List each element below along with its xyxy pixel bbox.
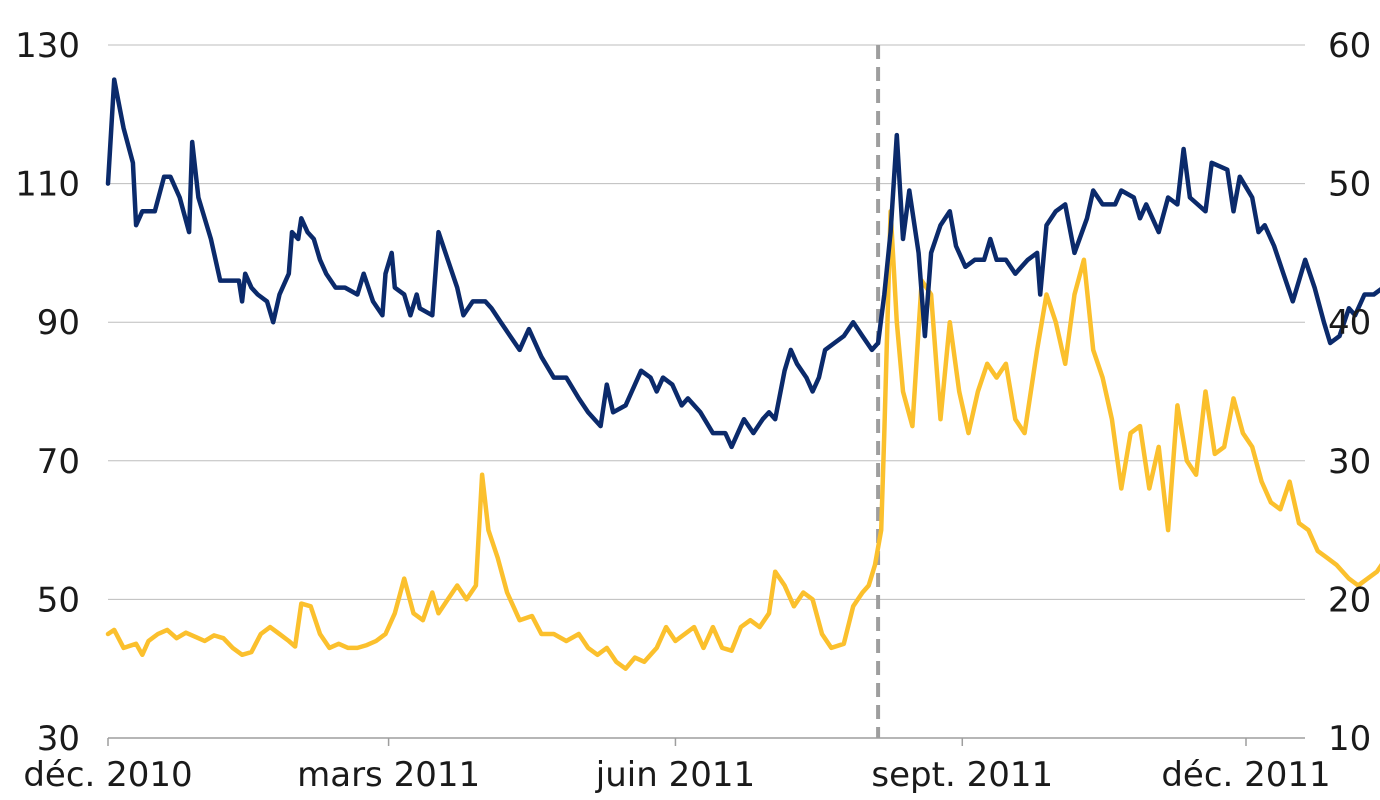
tick-labels: 130 110 90 70 50 30 60 50 40 30 20 10 déc. 2010 mars …: [15, 26, 1371, 795]
x-tick-label: sept. 2011: [871, 755, 1053, 795]
y-right-tick-label: 10: [1328, 719, 1371, 759]
y-right-tick-label: 50: [1328, 165, 1371, 205]
gridlines: [108, 44, 1305, 600]
y-right-tick-label: 20: [1328, 580, 1371, 620]
axes: [107, 737, 1305, 746]
series-lines: [105, 77, 1380, 671]
y-left-tick-label: 90: [37, 303, 80, 343]
x-tick-label: déc. 2011: [1161, 755, 1330, 795]
y-right-tick-label: 40: [1328, 303, 1371, 343]
x-tick-label: mars 2011: [297, 755, 480, 795]
y-left-tick-label: 130: [15, 26, 80, 66]
y-left-tick-label: 110: [15, 165, 80, 205]
series-line-left-axis: [105, 77, 1380, 450]
y-left-tick-label: 70: [37, 442, 80, 482]
y-left-tick-label: 30: [37, 719, 80, 759]
y-right-tick-label: 60: [1328, 26, 1371, 66]
x-tick-label: déc. 2010: [23, 755, 192, 795]
y-left-tick-label: 50: [37, 580, 80, 620]
y-right-tick-label: 30: [1328, 442, 1371, 482]
x-tick-label: juin 2011: [595, 755, 755, 795]
series-line-right-axis: [105, 209, 1380, 671]
